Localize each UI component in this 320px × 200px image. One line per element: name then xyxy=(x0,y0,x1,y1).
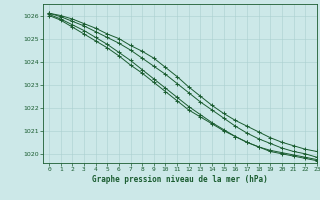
X-axis label: Graphe pression niveau de la mer (hPa): Graphe pression niveau de la mer (hPa) xyxy=(92,175,268,184)
